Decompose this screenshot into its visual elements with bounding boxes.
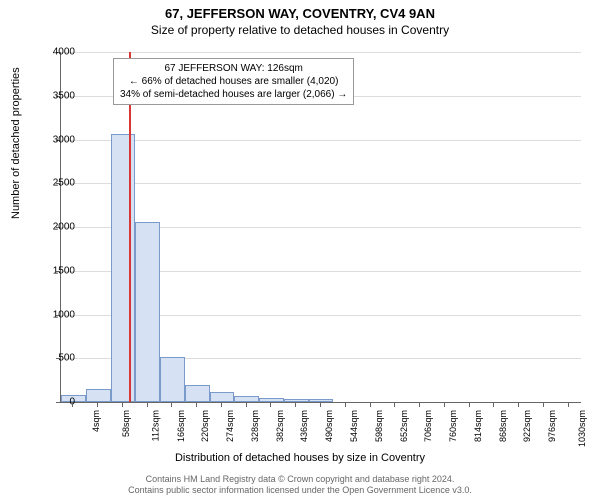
y-tick-label: 1000 [35, 309, 75, 320]
x-tick-mark [543, 402, 544, 407]
x-tick-label: 976sqm [547, 410, 557, 442]
footer: Contains HM Land Registry data © Crown c… [0, 474, 600, 497]
x-tick-mark [270, 402, 271, 407]
y-tick-label: 500 [35, 353, 75, 364]
x-tick-label: 274sqm [225, 410, 235, 442]
x-tick-mark [568, 402, 569, 407]
x-tick-mark [370, 402, 371, 407]
x-tick-label: 436sqm [300, 410, 310, 442]
histogram-bar [185, 385, 210, 402]
chart-subtitle: Size of property relative to detached ho… [0, 21, 600, 37]
annotation-box: 67 JEFFERSON WAY: 126sqm ← 66% of detach… [113, 58, 354, 105]
x-tick-label: 706sqm [423, 410, 433, 442]
x-tick-label: 328sqm [250, 410, 260, 442]
x-tick-mark [493, 402, 494, 407]
annotation-line: ← 66% of detached houses are smaller (4,… [120, 75, 347, 88]
x-tick-mark [320, 402, 321, 407]
y-tick-label: 0 [35, 397, 75, 408]
x-tick-mark [171, 402, 172, 407]
y-axis-label: Number of detached properties [10, 67, 22, 219]
x-tick-label: 814sqm [473, 410, 483, 442]
footer-line: Contains public sector information licen… [0, 485, 600, 496]
x-tick-label: 4sqm [91, 410, 101, 432]
y-tick-label: 1500 [35, 265, 75, 276]
annotation-line: 34% of semi-detached houses are larger (… [120, 88, 347, 101]
y-tick-label: 4000 [35, 47, 75, 58]
x-tick-label: 544sqm [349, 410, 359, 442]
x-tick-mark [196, 402, 197, 407]
x-tick-mark [419, 402, 420, 407]
x-tick-label: 760sqm [448, 410, 458, 442]
grid-line [61, 183, 581, 184]
histogram-bar [111, 134, 136, 402]
x-tick-mark [469, 402, 470, 407]
annotation-line: 67 JEFFERSON WAY: 126sqm [120, 62, 347, 75]
histogram-bar [259, 398, 284, 402]
x-tick-label: 922sqm [522, 410, 532, 442]
histogram-bar [135, 222, 160, 402]
y-tick-label: 2500 [35, 178, 75, 189]
plot-area: 67 JEFFERSON WAY: 126sqm ← 66% of detach… [60, 52, 581, 403]
footer-line: Contains HM Land Registry data © Crown c… [0, 474, 600, 485]
chart-container: 67, JEFFERSON WAY, COVENTRY, CV4 9AN Siz… [0, 0, 600, 500]
y-tick-label: 3500 [35, 90, 75, 101]
x-tick-label: 382sqm [275, 410, 285, 442]
x-tick-label: 112sqm [150, 410, 160, 441]
x-tick-mark [295, 402, 296, 407]
grid-line [61, 140, 581, 141]
x-tick-mark [394, 402, 395, 407]
x-tick-label: 166sqm [176, 410, 186, 442]
x-tick-mark [518, 402, 519, 407]
x-tick-label: 58sqm [121, 410, 131, 437]
grid-line [61, 52, 581, 53]
y-tick-label: 3000 [35, 134, 75, 145]
histogram-bar [86, 389, 111, 402]
histogram-bar [210, 392, 235, 403]
x-tick-label: 490sqm [324, 410, 334, 442]
histogram-bar [234, 396, 259, 402]
chart-title: 67, JEFFERSON WAY, COVENTRY, CV4 9AN [0, 0, 600, 21]
x-axis-label: Distribution of detached houses by size … [0, 452, 600, 464]
y-tick-label: 2000 [35, 222, 75, 233]
x-tick-mark [122, 402, 123, 407]
histogram-bar [160, 357, 185, 403]
x-tick-label: 1030sqm [577, 410, 587, 447]
x-tick-mark [345, 402, 346, 407]
x-tick-mark [72, 402, 73, 407]
x-tick-mark [97, 402, 98, 407]
x-tick-mark [246, 402, 247, 407]
x-tick-label: 868sqm [498, 410, 508, 442]
x-tick-mark [444, 402, 445, 407]
x-tick-label: 598sqm [374, 410, 384, 442]
x-tick-mark [147, 402, 148, 407]
x-tick-label: 220sqm [200, 410, 210, 442]
x-tick-label: 652sqm [399, 410, 409, 442]
x-tick-mark [221, 402, 222, 407]
